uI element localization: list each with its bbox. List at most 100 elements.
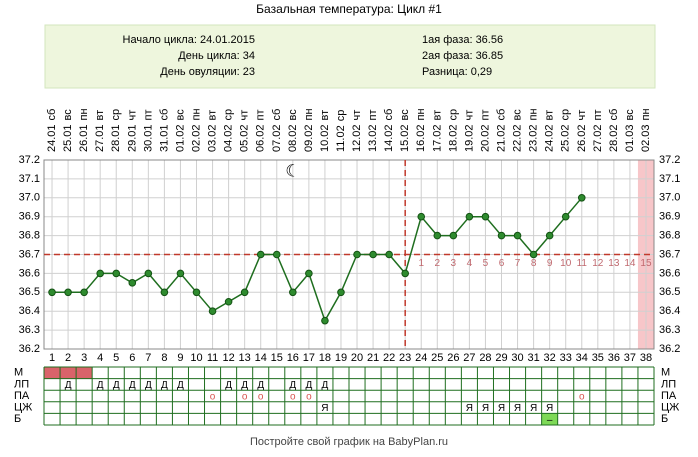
x-tick-label: 14	[255, 352, 267, 364]
weekday: сб	[46, 109, 58, 121]
y-tick-label: 36.3	[659, 324, 680, 336]
date: 11.02	[335, 125, 347, 152]
y-tick-label: 37.0	[659, 192, 680, 204]
y-tick-label: 36.9	[659, 211, 680, 223]
weekday: сб	[608, 109, 620, 121]
date: 05.02	[239, 124, 251, 152]
weekday: пн	[190, 108, 202, 120]
luteal-day: 9	[547, 258, 553, 269]
point	[481, 212, 490, 221]
y-tick-label: 36.6	[659, 267, 680, 279]
date-label: 22.02 вс	[511, 109, 523, 152]
date: 02.03	[640, 124, 652, 152]
y-tick-label: 36.3	[19, 324, 40, 336]
date: 19.02	[463, 124, 475, 152]
weekday: вс	[62, 109, 74, 121]
y-tick-label: 36.2	[659, 343, 680, 355]
date-label: 01.02 вс	[174, 109, 186, 152]
weekday: пн	[415, 108, 427, 120]
date-label: 31.01 сб	[158, 109, 170, 152]
cell-text: –	[547, 415, 553, 426]
weekday: чт	[239, 110, 251, 121]
y-tick-label: 37.1	[19, 173, 40, 185]
x-tick-label: 13	[239, 352, 251, 364]
x-tick-label: 2	[65, 352, 71, 364]
date: 27.01	[94, 124, 106, 152]
cell-text: Я	[482, 403, 489, 414]
cell-text: о	[242, 392, 248, 403]
date: 31.01	[158, 124, 170, 152]
date: 02.02	[190, 124, 202, 152]
y-tick-label: 36.5	[19, 286, 40, 298]
date: 12.02	[351, 124, 363, 152]
y-tick-label: 36.4	[659, 305, 680, 317]
point	[513, 231, 522, 240]
point	[529, 250, 538, 259]
row-label: ПА	[14, 390, 30, 402]
point	[337, 288, 345, 297]
date-label: 27.02 пт	[592, 109, 604, 152]
cell-text: Д	[65, 380, 72, 391]
cell-text: Д	[129, 380, 136, 391]
date-label: 04.02 ср	[223, 109, 235, 152]
weekday: вс	[174, 109, 186, 121]
x-tick-label: 1	[49, 352, 55, 364]
row-label: ЦЖ	[661, 402, 679, 414]
date: 10.02	[319, 124, 331, 152]
y-tick-label: 36.7	[659, 248, 680, 260]
point	[545, 231, 554, 240]
luteal-day: 5	[483, 258, 489, 269]
date-label: 24.02 вт	[544, 110, 556, 152]
date-label: 18.02 ср	[447, 109, 459, 152]
cell-text: Д	[289, 380, 296, 391]
luteal-day: 4	[467, 258, 473, 269]
date: 26.02	[576, 124, 588, 152]
date-label: 20.02 пт	[479, 109, 491, 152]
point	[433, 231, 442, 240]
cell-text: Я	[321, 403, 328, 414]
point	[192, 288, 201, 297]
cell-text: Д	[257, 380, 264, 391]
point	[48, 288, 56, 297]
date: 30.01	[142, 124, 154, 152]
point	[128, 279, 137, 287]
date-label: 02.02 пн	[190, 108, 202, 152]
date: 07.02	[271, 124, 283, 152]
row-label: ПА	[661, 390, 677, 402]
point	[289, 288, 297, 297]
weekday: ср	[110, 109, 122, 121]
point	[112, 269, 121, 278]
footer: Постройте свой график на BabyPlan.ru	[250, 436, 448, 448]
date-label: 15.02 вс	[399, 109, 411, 152]
info: Разница: 0,29	[422, 66, 492, 78]
cell-text: о	[258, 392, 264, 403]
row-label: ЛП	[661, 378, 676, 390]
point	[256, 250, 265, 259]
date-label: 25.01 вс	[62, 109, 74, 152]
weekday: пн	[640, 108, 652, 120]
date: 28.02	[608, 124, 620, 152]
date: 16.02	[415, 124, 427, 152]
x-tick-label: 21	[367, 352, 379, 364]
date-label: 28.02 сб	[608, 109, 620, 152]
weekday: вс	[287, 109, 299, 121]
row-label: М	[661, 367, 670, 379]
y-tick-label: 36.7	[19, 248, 40, 260]
date: 09.02	[303, 124, 315, 152]
date: 28.01	[110, 124, 122, 152]
weekday: чт	[351, 110, 363, 121]
row-label: Б	[14, 413, 21, 425]
x-tick-label: 17	[303, 352, 315, 364]
date: 06.02	[255, 124, 267, 152]
y-tick-label: 36.8	[19, 230, 40, 242]
point	[561, 212, 570, 221]
chart-title: Базальная температура: Цикл #1	[256, 2, 442, 16]
x-tick-label: 36	[608, 352, 620, 364]
point	[385, 250, 393, 259]
cell-text: о	[210, 392, 216, 403]
cell-text: о	[579, 392, 585, 403]
x-tick-label: 34	[576, 352, 588, 364]
point	[369, 250, 377, 259]
x-tick-label: 19	[335, 352, 347, 364]
weekday: вс	[511, 109, 523, 121]
